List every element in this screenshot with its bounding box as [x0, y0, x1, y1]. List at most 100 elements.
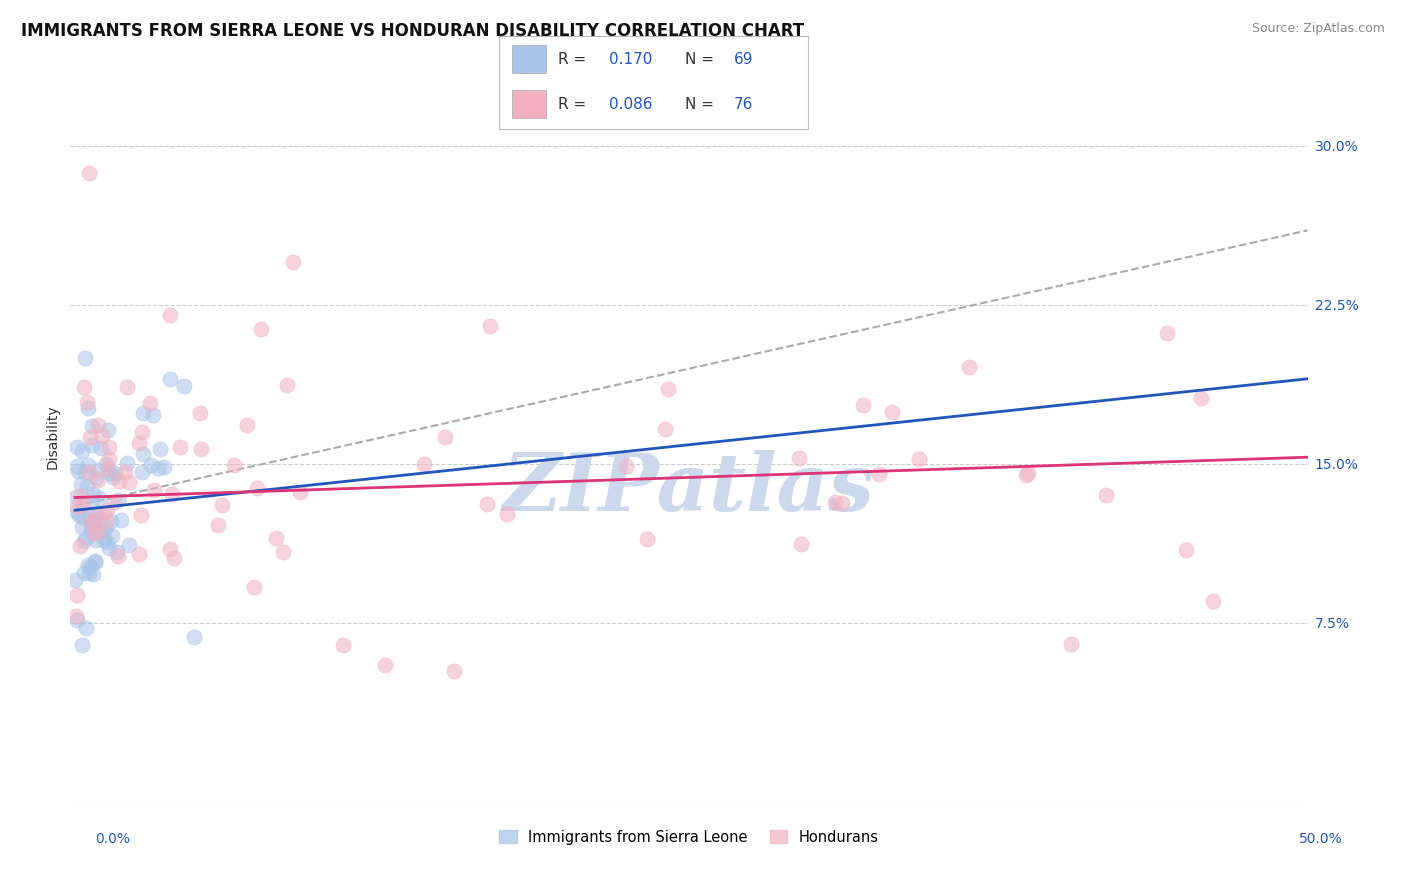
Point — [76, 394, 98, 409]
Point — [70, 638, 93, 652]
Point — [132, 447, 155, 461]
Point — [66, 588, 89, 602]
Point — [290, 485, 312, 500]
Point — [84, 523, 107, 537]
Point — [89, 491, 111, 506]
Point — [82, 419, 104, 434]
Point — [93, 533, 115, 547]
Point — [79, 511, 101, 525]
Point — [908, 451, 931, 466]
Point — [128, 436, 150, 450]
Point — [73, 380, 96, 394]
Point — [1015, 468, 1038, 483]
Point — [93, 506, 115, 520]
Point — [131, 465, 153, 479]
Point — [246, 481, 269, 495]
Point — [82, 486, 104, 500]
Point — [83, 522, 105, 536]
Point — [86, 508, 108, 523]
Point — [103, 466, 125, 480]
Point — [1189, 391, 1212, 405]
Point — [107, 492, 129, 507]
Point — [97, 440, 120, 454]
Point — [97, 541, 120, 555]
Point — [77, 566, 100, 580]
Point — [90, 441, 112, 455]
Point — [129, 508, 152, 522]
Point — [496, 507, 519, 521]
Point — [69, 539, 91, 553]
Text: 76: 76 — [734, 96, 754, 112]
Point — [117, 380, 139, 394]
Point — [72, 519, 94, 533]
Point — [190, 442, 212, 456]
Point — [73, 351, 96, 365]
Point — [96, 520, 118, 534]
Point — [84, 533, 107, 548]
Point — [131, 425, 153, 439]
Point — [86, 418, 108, 433]
Point — [183, 631, 205, 645]
Point — [77, 465, 100, 479]
Point — [159, 372, 181, 386]
Point — [79, 559, 101, 574]
Y-axis label: Disability: Disability — [45, 405, 59, 469]
Point — [478, 318, 501, 333]
Point — [657, 383, 679, 397]
Text: 0.0%: 0.0% — [96, 832, 131, 846]
Point — [98, 467, 121, 481]
Point — [73, 566, 96, 580]
Point — [80, 515, 103, 529]
Point — [249, 322, 271, 336]
Point — [77, 166, 100, 180]
Point — [374, 658, 396, 673]
Point — [96, 535, 118, 549]
Point — [152, 460, 174, 475]
Point — [115, 456, 138, 470]
Point — [79, 430, 101, 444]
Point — [114, 466, 136, 480]
Point — [160, 486, 183, 500]
Point — [77, 558, 100, 573]
Point — [271, 545, 294, 559]
Point — [138, 395, 160, 409]
Point — [83, 555, 105, 569]
Point — [159, 541, 181, 556]
Point — [1202, 594, 1225, 608]
Point — [63, 573, 86, 587]
Point — [90, 523, 112, 537]
Point — [264, 531, 287, 545]
Text: ZIPatlas: ZIPatlas — [503, 450, 875, 527]
Point — [957, 360, 980, 375]
Point — [75, 531, 97, 545]
Point — [188, 406, 211, 420]
Text: 0.170: 0.170 — [609, 52, 652, 67]
Point — [97, 423, 120, 437]
Point — [66, 505, 89, 519]
Point — [146, 461, 169, 475]
Point — [65, 609, 87, 624]
Point — [82, 567, 104, 582]
Point — [94, 457, 117, 471]
Point — [143, 483, 166, 497]
Point — [103, 470, 125, 484]
Point — [66, 440, 89, 454]
Point — [107, 549, 129, 563]
Point — [332, 638, 354, 652]
Point — [82, 438, 104, 452]
Point — [91, 429, 114, 443]
Point — [433, 430, 456, 444]
Point — [105, 544, 128, 558]
Point — [72, 509, 94, 524]
Point — [636, 532, 658, 546]
Point — [1156, 326, 1178, 340]
Point — [87, 524, 110, 538]
Point — [72, 498, 94, 512]
Point — [412, 458, 434, 472]
Point — [173, 379, 195, 393]
Point — [86, 463, 108, 477]
Point — [76, 479, 98, 493]
Point — [614, 458, 637, 473]
Point — [73, 466, 96, 480]
Point — [222, 458, 245, 472]
